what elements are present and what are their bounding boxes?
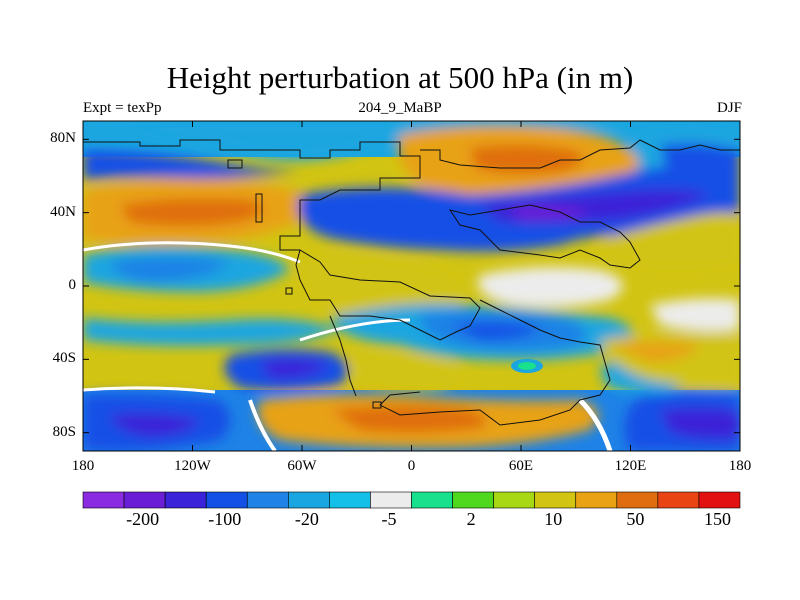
colorbar-swatch bbox=[698, 491, 741, 509]
coastlines bbox=[83, 139, 740, 426]
colorbar-swatch bbox=[370, 491, 412, 509]
figure-title: Height perturbation at 500 hPa (in m) bbox=[166, 60, 634, 95]
colorbar-swatch bbox=[411, 491, 453, 509]
lat-tick-label: 80S bbox=[52, 423, 76, 440]
colorbar-label: 2 bbox=[466, 509, 476, 529]
colorbar-swatch bbox=[452, 491, 494, 509]
colorbar bbox=[82, 491, 741, 509]
season-label: DJF bbox=[716, 100, 742, 116]
colorbar-swatch bbox=[493, 491, 535, 509]
contour-field bbox=[83, 121, 740, 451]
lat-tick-label: 0 bbox=[68, 277, 77, 293]
run-label: 204_9_MaBP bbox=[358, 100, 442, 116]
colorbar-label: -200 bbox=[126, 509, 160, 529]
colorbar-label: -100 bbox=[208, 509, 242, 529]
colorbar-swatch bbox=[575, 491, 618, 509]
colorbar-swatch bbox=[123, 491, 166, 509]
lon-tick-label: 120W bbox=[174, 458, 211, 474]
lon-tick-label: 180 bbox=[71, 458, 95, 474]
colorbar-label: -5 bbox=[381, 509, 397, 529]
colorbar-swatch bbox=[246, 491, 289, 509]
lon-tick-label: 0 bbox=[407, 458, 416, 474]
colorbar-swatch bbox=[657, 491, 700, 509]
lat-tick-label: 40S bbox=[52, 350, 76, 367]
colorbar-swatch bbox=[164, 491, 207, 509]
axis-ticks bbox=[82, 121, 741, 451]
colorbar-label: -20 bbox=[294, 509, 319, 529]
colorbar-label: 150 bbox=[703, 509, 731, 529]
colorbar-swatch bbox=[288, 491, 330, 509]
colorbar-swatch bbox=[534, 491, 577, 509]
colorbar-swatch bbox=[82, 491, 125, 509]
colorbar-swatch bbox=[616, 491, 659, 509]
colorbar-label: 50 bbox=[626, 509, 645, 529]
colorbar-label: 10 bbox=[544, 509, 563, 529]
lon-tick-label: 60W bbox=[287, 458, 317, 474]
lon-tick-label: 120E bbox=[614, 458, 647, 474]
lon-tick-label: 60E bbox=[508, 458, 534, 474]
colorbar-swatch bbox=[205, 491, 248, 509]
experiment-label: Expt = texPp bbox=[83, 100, 162, 116]
lat-tick-label: 80N bbox=[50, 130, 76, 147]
colorbar-swatch bbox=[329, 491, 371, 509]
lat-tick-label: 40N bbox=[50, 203, 76, 220]
lon-tick-label: 180 bbox=[728, 458, 752, 474]
